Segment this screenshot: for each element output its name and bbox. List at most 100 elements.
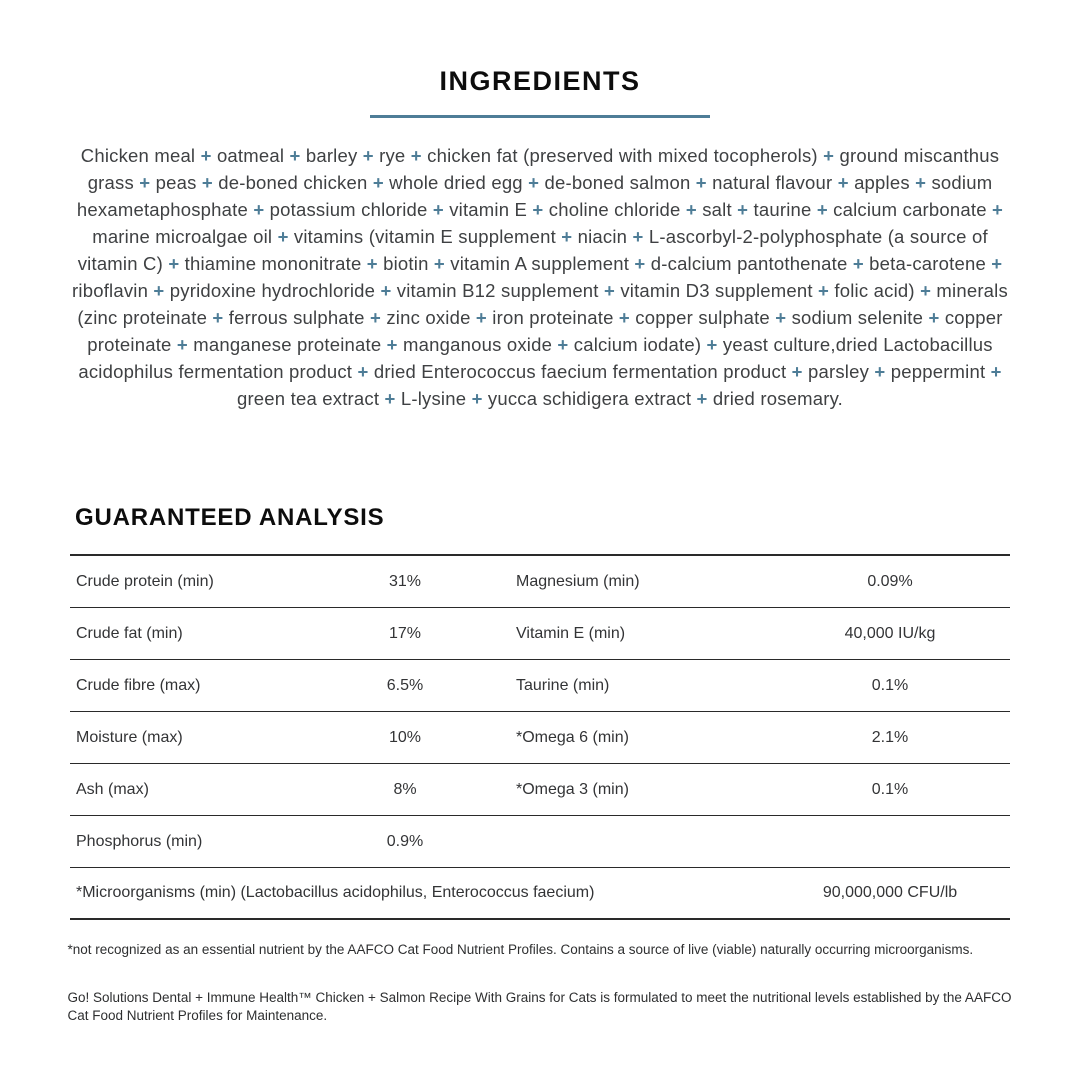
ingredient-item: iron proteinate	[492, 307, 614, 328]
analysis-label: Magnesium (min)	[516, 572, 640, 590]
ingredient-separator: +	[247, 199, 270, 220]
ingredient-item: taurine	[753, 199, 812, 220]
ingredient-separator: +	[613, 307, 636, 328]
ingredient-item: copper sulphate	[635, 307, 770, 328]
ingredient-separator: +	[361, 253, 384, 274]
ingredient-separator: +	[133, 172, 156, 193]
ingredients-title: INGREDIENTS	[439, 66, 641, 96]
ingredient-item: vitamin E	[449, 199, 528, 220]
ingredient-item: vitamin D3 supplement	[620, 280, 813, 301]
ingredient-separator: +	[914, 280, 937, 301]
analysis-row: Crude fat (min) 17% Vitamin E (min) 40,000 …	[70, 608, 1010, 660]
ingredients-title-underline	[370, 115, 710, 118]
analysis-row: Crude protein (min) 31% Magnesium (min) 0.0…	[70, 556, 1010, 608]
analysis-value: 10%	[388, 728, 422, 746]
ingredient-item: marine microalgae oil	[92, 226, 273, 247]
ingredient-item: pyridoxine hydrochloride	[169, 280, 376, 301]
ingredient-item: oatmeal	[216, 145, 285, 166]
ingredient-item: vitamin B12 supplement	[396, 280, 599, 301]
ingredient-item: calcium carbonate	[833, 199, 987, 220]
ingredient-separator: +	[375, 280, 397, 301]
ingredient-separator: +	[379, 388, 401, 409]
ingredient-separator: +	[196, 172, 219, 193]
ingredient-item: rye	[379, 145, 406, 166]
ingredient-item: beta-carotene	[869, 253, 986, 274]
analysis-row: Crude fibre (max) 6.5% Taurine (min) 0.1%	[70, 660, 1010, 712]
analysis-label: *Omega 6 (min)	[516, 728, 629, 746]
ingredient-separator: +	[367, 172, 390, 193]
analysis-value: 2.1%	[871, 728, 909, 746]
ingredients-header: INGREDIENTS	[0, 0, 1080, 118]
ingredient-item: ground miscanthus grass	[87, 145, 1000, 193]
analysis-value: 8%	[393, 780, 417, 798]
ingredient-item: minerals (zinc proteinate	[77, 280, 1008, 328]
analysis-value: 17%	[388, 624, 422, 642]
ingredient-item: de-boned chicken	[218, 172, 368, 193]
ingredient-item: manganous oxide	[403, 334, 553, 355]
analysis-label: Taurine (min)	[516, 676, 610, 694]
ingredient-item: whole dried egg	[389, 172, 523, 193]
ingredient-item: peppermint	[890, 361, 986, 382]
ingredient-item: potassium chloride	[269, 199, 428, 220]
ingredient-separator: +	[284, 145, 306, 166]
ingredient-item: vitamin A supplement	[450, 253, 630, 274]
ingredient-separator: +	[690, 172, 713, 193]
asterisk-footnote: *not recognized as an essential nutrient…	[67, 942, 974, 957]
ingredient-item: apples	[854, 172, 910, 193]
ingredient-separator: +	[869, 361, 891, 382]
ingredient-separator: +	[985, 361, 1002, 382]
ingredient-item: copper proteinate	[87, 307, 1003, 355]
ingredient-item: parsley	[808, 361, 870, 382]
ingredient-item: biotin	[383, 253, 429, 274]
ingredient-separator: +	[381, 334, 404, 355]
ingredient-item: calcium iodate)	[573, 334, 702, 355]
ingredient-separator: +	[847, 253, 870, 274]
aafco-statement: Go! Solutions Dental + Immune Health™ Ch…	[67, 990, 1012, 1023]
guaranteed-analysis-table: Crude protein (min) 31% Magnesium (min) 0.0…	[70, 554, 1010, 920]
ingredient-separator: +	[171, 334, 194, 355]
analysis-value: 90,000,000 CFU/lb	[822, 884, 958, 901]
ingredient-item: d-calcium pantothenate	[650, 253, 848, 274]
ingredient-item: folic acid)	[834, 280, 915, 301]
ingredient-separator: +	[701, 334, 723, 355]
ingredient-separator: +	[272, 226, 294, 247]
ingredient-item: natural flavour	[712, 172, 833, 193]
analysis-value: 0.09%	[867, 572, 913, 590]
ingredient-separator: +	[405, 145, 428, 166]
ingredient-separator: +	[923, 307, 945, 328]
ingredient-separator: +	[629, 253, 651, 274]
analysis-value: 31%	[388, 572, 422, 590]
analysis-label: *Microorganisms (min) (Lactobacillus aci…	[76, 884, 595, 901]
ingredient-separator: +	[832, 172, 855, 193]
ingredient-item: L-lysine	[400, 388, 467, 409]
ingredient-separator: +	[909, 172, 932, 193]
ingredient-separator: +	[731, 199, 754, 220]
ingredient-item: ferrous sulphate	[228, 307, 365, 328]
analysis-label: Moisture (max)	[76, 728, 183, 746]
ingredients-paragraph: Chicken meal + oatmeal + barley + rye + …	[71, 142, 1009, 412]
analysis-value: 0.1%	[871, 676, 909, 694]
ingredient-separator: +	[148, 280, 170, 301]
ingredient-item: thiamine mononitrate	[184, 253, 362, 274]
analysis-value: 6.5%	[386, 676, 424, 694]
ingredient-separator: +	[522, 172, 545, 193]
ingredient-separator: +	[691, 388, 713, 409]
ingredient-item: salt	[702, 199, 732, 220]
ingredient-item: riboflavin	[72, 280, 149, 301]
ingredient-item: manganese proteinate	[193, 334, 382, 355]
ingredient-separator: +	[812, 280, 835, 301]
analysis-row: Ash (max) 8% *Omega 3 (min) 0.1%	[70, 764, 1010, 816]
ingredient-item: dried rosemary.	[712, 388, 844, 409]
ingredient-item: yucca schidigera extract	[487, 388, 692, 409]
ingredient-separator: +	[627, 226, 649, 247]
analysis-label: Crude fat (min)	[76, 624, 183, 642]
ingredient-separator: +	[466, 388, 488, 409]
ingredient-separator: +	[985, 253, 1003, 274]
ingredient-separator: +	[470, 307, 493, 328]
analysis-row-microorganisms: *Microorganisms (min) (Lactobacillus aci…	[70, 868, 1010, 920]
ingredient-item: sodium selenite	[791, 307, 924, 328]
ingredient-item: niacin	[577, 226, 628, 247]
ingredient-separator: +	[680, 199, 703, 220]
ingredient-item: peas	[155, 172, 197, 193]
